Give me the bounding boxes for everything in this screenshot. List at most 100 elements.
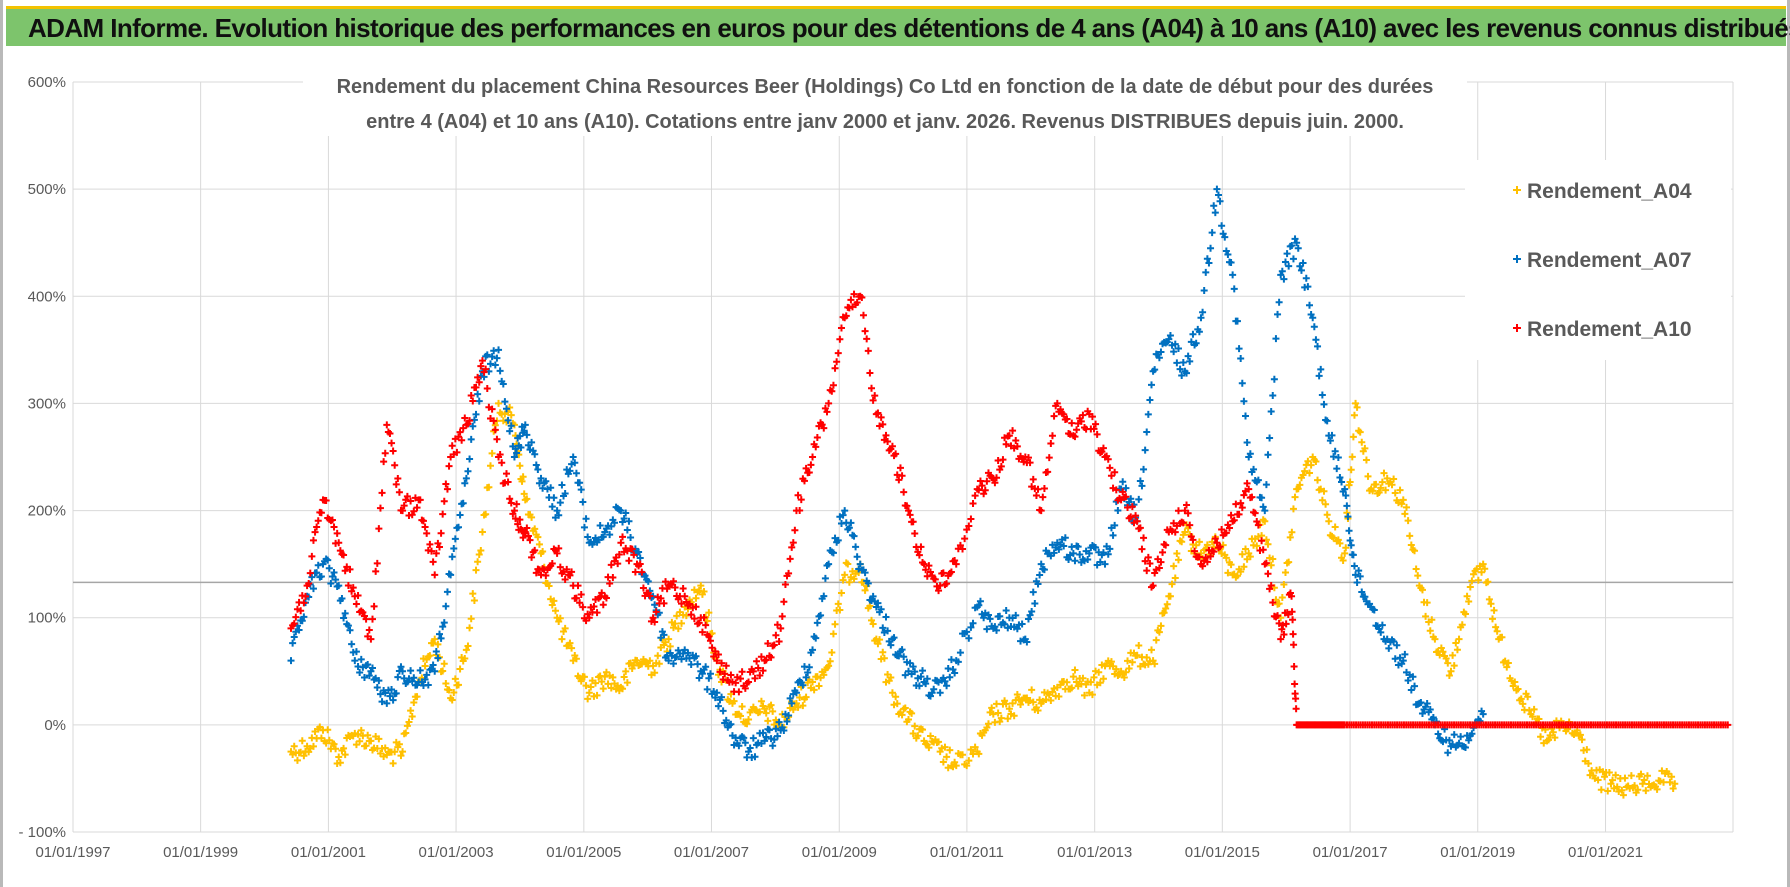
data-point xyxy=(1093,430,1101,438)
data-point xyxy=(1341,485,1349,493)
data-point xyxy=(1597,786,1605,794)
data-point xyxy=(1036,571,1044,579)
data-point xyxy=(469,397,477,405)
data-point xyxy=(773,621,781,629)
data-point xyxy=(1024,454,1032,462)
data-point xyxy=(1305,301,1313,309)
data-point xyxy=(1138,545,1146,553)
data-point xyxy=(1189,330,1197,338)
data-point xyxy=(572,655,580,663)
data-point xyxy=(756,708,764,716)
data-point xyxy=(466,417,474,425)
data-point xyxy=(1085,549,1093,557)
data-point xyxy=(837,589,845,597)
data-point xyxy=(705,674,713,682)
data-point xyxy=(606,531,614,539)
series-rendement-a04 xyxy=(287,399,1679,799)
data-point xyxy=(1361,444,1369,452)
data-point xyxy=(761,737,769,745)
data-point xyxy=(1037,560,1045,568)
data-point xyxy=(341,609,349,617)
data-point xyxy=(622,509,630,517)
data-point xyxy=(649,614,657,622)
data-point xyxy=(1045,454,1053,462)
data-point xyxy=(1148,381,1155,389)
data-point xyxy=(423,529,431,537)
data-point xyxy=(1375,489,1383,497)
data-point xyxy=(336,547,344,555)
data-point xyxy=(1159,548,1167,556)
data-point xyxy=(698,628,706,636)
data-point xyxy=(786,555,794,563)
data-point xyxy=(1132,512,1140,520)
data-point xyxy=(357,726,365,734)
data-point xyxy=(1274,612,1282,620)
data-point xyxy=(568,568,576,576)
data-point xyxy=(1445,736,1453,744)
data-point xyxy=(472,566,480,574)
data-point xyxy=(665,657,673,665)
data-point xyxy=(388,685,396,693)
data-point xyxy=(1344,513,1352,521)
data-point xyxy=(1529,713,1537,721)
data-point xyxy=(1163,600,1171,608)
data-point xyxy=(1195,553,1203,561)
data-point xyxy=(969,619,977,627)
data-point xyxy=(710,652,718,660)
data-point xyxy=(767,653,775,661)
data-point xyxy=(1449,651,1457,659)
data-point xyxy=(662,578,670,586)
performance-scatter-chart: - 100% 0% 100% 200% 300% 400% 500% 600% 01/01/1… xyxy=(18,66,1734,861)
data-point xyxy=(879,648,887,656)
data-point xyxy=(313,569,321,577)
data-point xyxy=(1195,328,1203,336)
data-point xyxy=(1189,536,1197,544)
data-point xyxy=(773,732,781,740)
y-tick-label: - 100% xyxy=(18,824,66,841)
data-point xyxy=(1032,491,1040,499)
data-point xyxy=(1186,357,1194,365)
data-point xyxy=(925,744,933,752)
data-point xyxy=(1152,636,1160,644)
data-point xyxy=(1084,556,1092,564)
data-point xyxy=(1092,420,1100,428)
data-point xyxy=(429,661,437,669)
data-point xyxy=(1202,268,1210,276)
data-point xyxy=(1017,701,1025,709)
data-point xyxy=(877,605,885,613)
data-point xyxy=(1002,440,1010,448)
data-point xyxy=(1028,608,1036,616)
data-point xyxy=(432,549,440,557)
data-point xyxy=(901,671,909,679)
data-point xyxy=(794,703,802,711)
data-point xyxy=(386,692,394,700)
data-point xyxy=(1355,567,1363,575)
data-point xyxy=(474,390,482,398)
data-point xyxy=(1334,454,1342,462)
data-point xyxy=(1444,659,1452,667)
data-point xyxy=(859,311,867,319)
data-point xyxy=(1280,631,1288,639)
data-point xyxy=(705,609,713,617)
data-point xyxy=(364,731,372,739)
data-point xyxy=(1291,680,1299,688)
data-point xyxy=(504,416,512,424)
data-points xyxy=(287,185,1732,799)
data-point xyxy=(1301,467,1309,475)
data-point xyxy=(434,654,442,662)
data-point xyxy=(954,658,962,666)
data-point xyxy=(1079,674,1087,682)
data-point xyxy=(802,693,810,701)
data-point xyxy=(311,528,319,536)
data-point xyxy=(810,686,818,694)
data-point xyxy=(440,497,448,505)
data-point xyxy=(523,524,531,532)
data-point xyxy=(638,568,646,576)
data-point xyxy=(1481,565,1489,573)
data-point xyxy=(896,464,904,472)
data-point xyxy=(665,635,673,643)
data-point xyxy=(1281,258,1289,266)
data-point xyxy=(1281,568,1289,576)
y-tick-label: 600% xyxy=(28,74,66,91)
data-point xyxy=(1238,550,1246,558)
